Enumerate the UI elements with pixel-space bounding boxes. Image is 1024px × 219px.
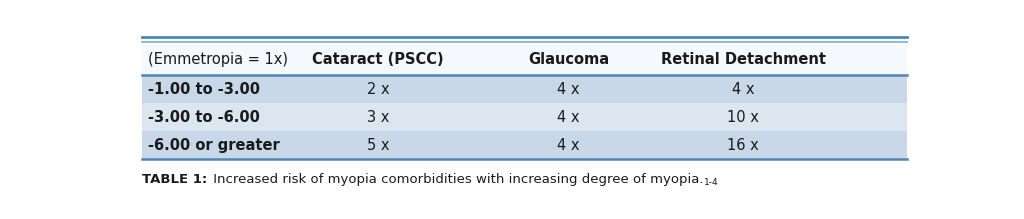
Bar [142, 75, 907, 103]
Text: Retinal Detachment: Retinal Detachment [660, 52, 825, 67]
Text: -3.00 to -6.00: -3.00 to -6.00 [147, 110, 260, 125]
Text: 2 x: 2 x [367, 82, 389, 97]
Text: 4 x: 4 x [557, 110, 580, 125]
Text: 4 x: 4 x [557, 138, 580, 153]
Text: 4 x: 4 x [557, 82, 580, 97]
Bar [142, 44, 907, 75]
Text: -1.00 to -3.00: -1.00 to -3.00 [147, 82, 260, 97]
Text: 1-4: 1-4 [703, 178, 718, 187]
Text: TABLE 1:: TABLE 1: [142, 173, 208, 186]
Text: 10 x: 10 x [727, 110, 759, 125]
Text: Increased risk of myopia comorbidities with increasing degree of myopia.: Increased risk of myopia comorbidities w… [209, 173, 703, 186]
Text: 4 x: 4 x [732, 82, 755, 97]
Bar [142, 103, 907, 131]
Text: 3 x: 3 x [367, 110, 389, 125]
Text: 16 x: 16 x [727, 138, 759, 153]
Text: Glaucoma: Glaucoma [528, 52, 609, 67]
Text: Cataract (PSCC): Cataract (PSCC) [312, 52, 443, 67]
Text: 5 x: 5 x [367, 138, 389, 153]
Text: -6.00 or greater: -6.00 or greater [147, 138, 280, 153]
Bar [142, 131, 907, 159]
Text: (Emmetropia = 1x): (Emmetropia = 1x) [147, 52, 288, 67]
